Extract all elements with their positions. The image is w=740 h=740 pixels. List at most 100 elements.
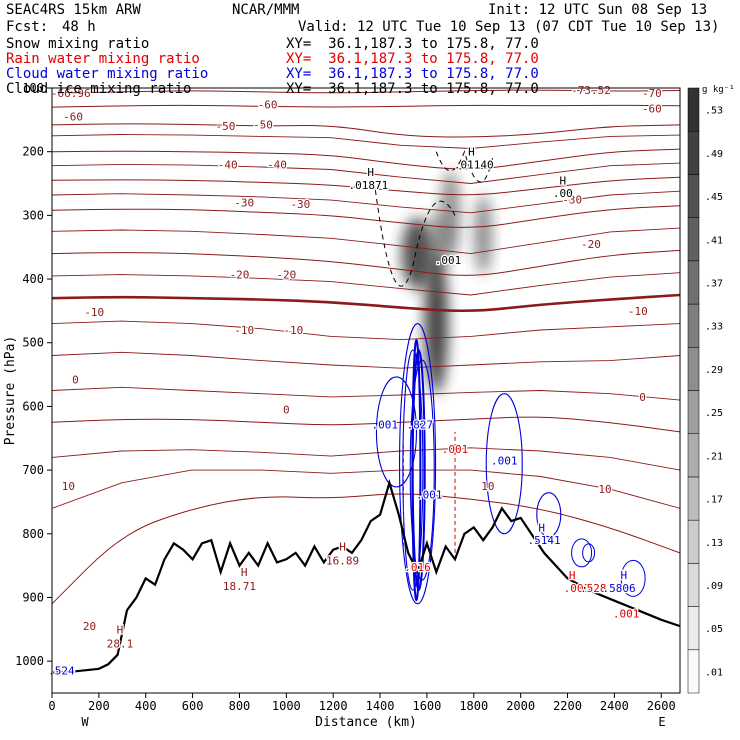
contour-label: .016	[404, 561, 431, 574]
contour-label: H	[620, 569, 627, 582]
temperature-contour	[52, 123, 680, 138]
org-label: NCAR/MMM	[232, 2, 300, 18]
cloud-ice-contour	[374, 189, 456, 287]
contour-label: H	[569, 569, 576, 582]
temperature-contour	[52, 104, 680, 108]
contour-label: -30	[562, 193, 582, 206]
contour-label: -40	[267, 158, 287, 171]
x-tick-label: 1200	[319, 699, 348, 713]
plot-frame	[51, 87, 681, 694]
contour-label: 10	[481, 480, 494, 493]
cloud-water-contour	[409, 359, 435, 581]
contour-label: .01140	[454, 158, 494, 171]
temperature-contour	[52, 272, 680, 296]
colorbar-label: .37	[705, 278, 723, 289]
contour-label: .001	[564, 582, 591, 595]
colorbar-label: .53	[705, 106, 723, 117]
colorbar-label: .41	[705, 235, 723, 246]
temperature-contour	[52, 386, 680, 401]
contour-label: -60	[258, 99, 278, 112]
cloud-water-contour	[582, 543, 596, 563]
contour-label: -60	[63, 111, 83, 124]
colorbar-swatch	[687, 217, 700, 262]
contour-label: H	[241, 566, 248, 579]
colorbar-swatch	[687, 174, 700, 218]
contour-label: -60	[642, 102, 662, 115]
contour-label: .001	[435, 254, 462, 267]
contour-label: 20	[83, 620, 96, 633]
x-end-label-west: W	[81, 715, 89, 729]
colorbar-label: .05	[705, 624, 723, 635]
colorbar-label: .09	[705, 581, 723, 592]
field-xy-ice: XY= 36.1,187.3 to 175.8, 77.0	[286, 81, 539, 97]
contour-label: -10	[628, 305, 648, 318]
x-tick-label: 2400	[600, 699, 629, 713]
x-tick-label: 1600	[412, 699, 441, 713]
temperature-contour	[52, 249, 680, 276]
valid-time: Valid: 12 UTC Tue 10 Sep 13 (07 CDT Tue …	[298, 19, 720, 35]
colorbar-label: .17	[705, 495, 723, 506]
x-tick-label: 1800	[459, 699, 488, 713]
field-xy-snow: XY= 36.1,187.3 to 175.8, 77.0	[286, 36, 539, 52]
contour-label: .827	[407, 418, 434, 431]
model-title: SEAC4RS 15km ARW	[6, 2, 141, 18]
contour-label: .001	[613, 607, 640, 620]
contour-label: H	[339, 541, 346, 554]
field-name-rain: Rain water mixing ratio	[6, 51, 200, 67]
contour-label: H	[560, 174, 567, 187]
temperature-contour	[52, 176, 680, 196]
cloud-water-contour	[620, 559, 646, 597]
contour-label: .001	[371, 418, 398, 431]
cloud-water-contour	[571, 538, 593, 568]
field-name-cloud-water: Cloud water mixing ratio	[6, 66, 209, 82]
colorbar-swatch	[687, 519, 700, 564]
cloud-water-contour	[399, 323, 437, 605]
temperature-contour	[52, 469, 680, 509]
x-axis-label: Distance (km)	[315, 715, 417, 730]
field-xy-cloud-water: XY= 36.1,187.3 to 175.8, 77.0	[286, 66, 539, 82]
contour-label: -66.96	[51, 87, 91, 100]
temperature-contour	[52, 351, 680, 369]
contour-label: .524	[48, 665, 75, 678]
colorbar-swatch	[687, 606, 700, 651]
cloud-ice-contour	[435, 150, 494, 183]
temperature-contour	[52, 227, 680, 255]
contour-label: .5806	[603, 582, 636, 595]
contour-label: -50	[253, 118, 273, 131]
temperature-contour	[52, 89, 680, 94]
temperature-contour	[52, 416, 680, 433]
contour-label: -73.52	[571, 84, 611, 97]
colorbar-swatch	[687, 260, 700, 305]
snow-shade-blob	[401, 217, 434, 290]
y-tick-label: 300	[22, 208, 44, 222]
temperature-contour	[52, 320, 680, 341]
colorbar-unit: g kg⁻¹	[702, 85, 735, 95]
temperature-contour	[52, 162, 680, 184]
contour-label: -10	[234, 324, 254, 337]
fcst-label: Fcst:	[6, 19, 49, 35]
temperature-contour	[52, 134, 680, 149]
snow-shade-blob	[474, 194, 493, 275]
contour-label: -30	[290, 198, 310, 211]
x-tick-label: 800	[229, 699, 251, 713]
y-axis-label: Pressure (hPa)	[3, 336, 18, 446]
x-tick-label: 2200	[553, 699, 582, 713]
cloud-water-contour	[411, 349, 426, 592]
contour-label: 0	[72, 374, 79, 387]
x-tick-label: 200	[88, 699, 110, 713]
colorbar-swatch	[687, 563, 700, 607]
contour-label: .001	[442, 443, 469, 456]
temperature-contour	[52, 148, 680, 170]
x-end-label-east: E	[658, 715, 665, 729]
x-tick-label: 2600	[647, 699, 676, 713]
cloud-water-contour	[485, 393, 523, 535]
contour-label: .528	[580, 582, 607, 595]
x-tick-label: 600	[182, 699, 204, 713]
contour-label: .001	[416, 488, 443, 501]
contour-label: 10	[62, 480, 75, 493]
colorbar-label: .45	[705, 192, 723, 203]
colorbar-swatch	[687, 87, 700, 132]
cloud-water-contour	[402, 349, 424, 591]
contour-label: .00	[553, 187, 573, 200]
